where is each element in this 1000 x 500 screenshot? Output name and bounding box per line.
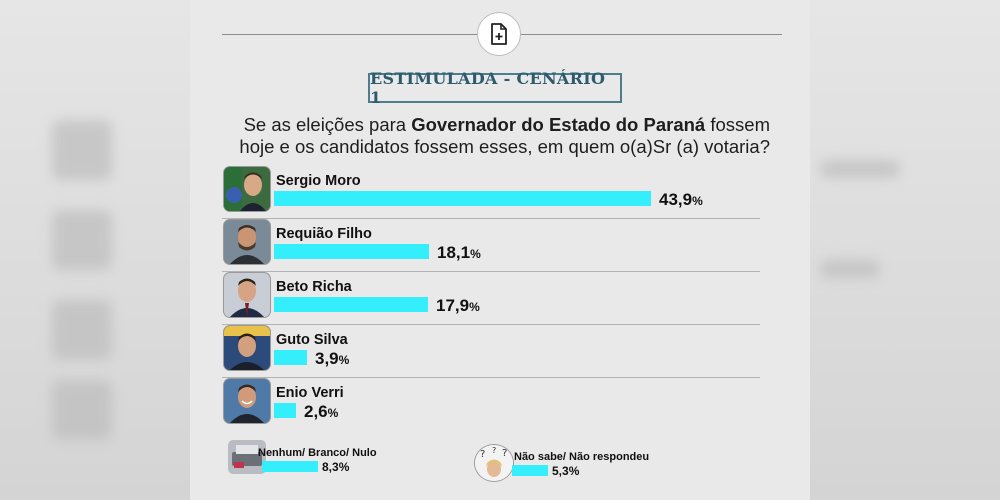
small-item-name: Não sabe/ Não respondeu (514, 451, 650, 463)
small-item-name: Nenhum/ Branco/ Nulo (258, 447, 377, 459)
bar (512, 465, 548, 476)
candidate-name: Enio Verri (276, 385, 344, 401)
candidate-row: Beto Richa 17,9% (222, 272, 760, 325)
candidate-row: Guto Silva 3,9% (222, 325, 760, 378)
background-ghost (820, 260, 880, 278)
percent-label: 17,9% (436, 296, 480, 316)
percent-value: 18,1 (437, 243, 471, 262)
nenhum-item: Nenhum/ Branco/ Nulo 8,3% (226, 438, 426, 478)
candidate-name: Sergio Moro (276, 173, 361, 189)
percent-unit: % (469, 300, 480, 314)
percent-value: 43,9 (659, 190, 693, 209)
avatar (224, 220, 270, 264)
candidate-row: Sergio Moro 43,9% (222, 166, 760, 219)
svg-text:?: ? (480, 449, 485, 460)
document-add-button[interactable] (477, 12, 521, 56)
percent-unit: % (568, 464, 580, 478)
document-add-icon (491, 23, 507, 45)
background-right (810, 0, 1000, 500)
avatar (224, 379, 270, 423)
svg-text:?: ? (492, 446, 496, 455)
percent-label: 5,3% (552, 464, 579, 478)
background-ghost (52, 300, 112, 360)
candidate-name: Requião Filho (276, 226, 372, 242)
bar (274, 191, 651, 206)
avatar (224, 326, 270, 370)
svg-text:?: ? (502, 448, 507, 459)
percent-value: 8,3 (322, 460, 339, 474)
avatar (224, 273, 270, 317)
candidate-name: Beto Richa (276, 279, 352, 295)
percent-value: 3,9 (315, 349, 339, 368)
candidate-name: Guto Silva (276, 332, 348, 348)
bar (274, 403, 296, 418)
percent-value: 2,6 (304, 402, 328, 421)
ballot-box-icon (228, 440, 266, 474)
background-ghost (52, 380, 112, 440)
nao-sabe-item: ? ? ? Não sabe/ Não respondeu 5,3% (472, 442, 672, 482)
question-person-icon: ? ? ? (474, 444, 514, 482)
candidate-row: Requião Filho 18,1% (222, 219, 760, 272)
percent-unit: % (692, 194, 703, 208)
percent-label: 8,3% (322, 460, 349, 474)
question-prefix: Se as eleições para (243, 114, 412, 135)
percent-unit: % (327, 406, 339, 420)
background-ghost (52, 120, 112, 180)
poll-card: ESTIMULADA - CENÁRIO 1 Se as eleições pa… (190, 0, 810, 500)
chart-title: ESTIMULADA - CENÁRIO 1 (368, 69, 622, 107)
percent-value: 5,3 (552, 464, 569, 478)
background-ghost (52, 210, 112, 270)
question-suffix: fossem hoje e os candidatos fossem esses… (239, 114, 770, 157)
candidate-row: Enio Verri 2,6% (222, 378, 760, 430)
background-ghost (820, 160, 900, 178)
percent-unit: % (470, 247, 481, 261)
percent-unit: % (338, 353, 350, 367)
percent-label: 2,6% (304, 402, 338, 422)
avatar (224, 167, 270, 211)
bar (274, 244, 429, 259)
background-left (0, 0, 190, 500)
percent-label: 3,9% (315, 349, 349, 369)
percent-unit: % (338, 460, 350, 474)
poll-question: Se as eleições para Governador do Estado… (230, 114, 770, 158)
bar (274, 350, 307, 365)
bar (262, 461, 318, 472)
percent-value: 17,9 (436, 296, 470, 315)
percent-label: 43,9% (659, 190, 703, 210)
percent-label: 18,1% (437, 243, 481, 263)
bar (274, 297, 428, 312)
question-bold: Governador do Estado do Paraná (411, 114, 706, 135)
